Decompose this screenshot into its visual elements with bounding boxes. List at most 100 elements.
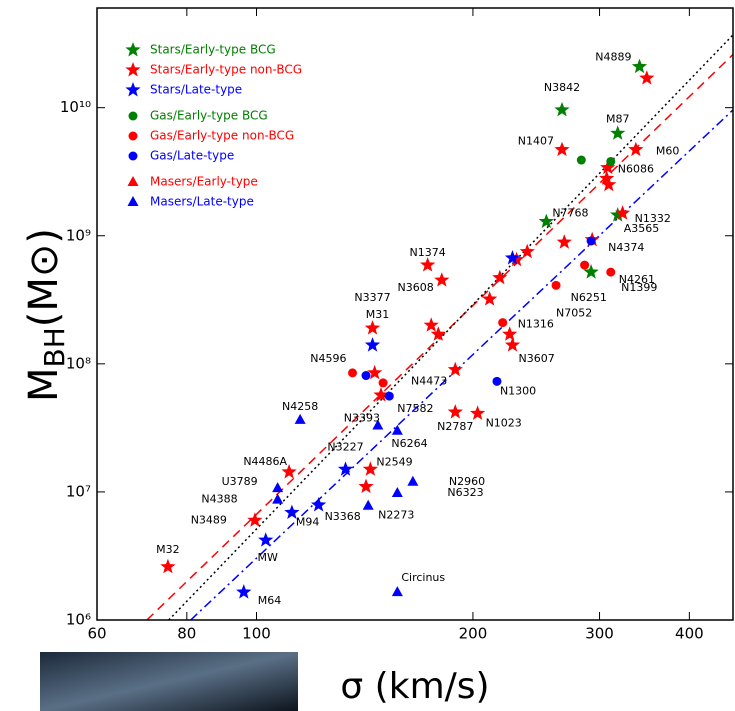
triangle-marker [391,487,403,498]
legend-item: Masers/Late-type [127,195,254,209]
circle-marker [606,156,616,166]
legend-label: Gas/Early-type BCG [150,109,268,123]
circle-marker [128,131,138,141]
x-tick-label: 60 [87,625,106,643]
star-marker [601,176,617,192]
triangle-marker [362,499,374,510]
point-label: N1023 [486,416,522,429]
y-label-rest: (M⊙) [21,228,67,327]
point-label: N3842 [544,81,580,94]
star-marker [258,532,274,547]
star-marker [482,291,498,306]
legend-item: Gas/Early-type non-BCG [128,129,294,143]
star-marker [509,251,525,267]
point-label: N1316 [518,317,554,330]
y-tick-label: 10⁷ [66,482,91,500]
star-marker [470,405,486,420]
legend-item: Gas/Early-type BCG [128,109,268,123]
point-label: N4889 [595,51,631,64]
star-marker [160,558,176,574]
circle-marker [576,155,586,165]
star-marker [583,264,599,279]
point-label: N4596 [310,352,346,365]
circle-marker [606,267,616,277]
point-label: N4258 [282,400,318,413]
triangle-marker [272,482,284,493]
star-marker [447,361,463,377]
star-marker [639,70,655,85]
star-marker [358,478,374,494]
star-marker [337,461,354,476]
star-marker [311,497,327,512]
star-marker [447,404,463,419]
legend-label: Gas/Early-type non-BCG [150,129,294,143]
y-tick-label: 10⁹ [66,226,91,244]
circle-marker [361,371,371,381]
point-label: N3368 [325,510,361,523]
star-marker [430,326,446,341]
point-label: N1407 [518,135,554,148]
point-label: N7052 [556,306,592,319]
circle-marker [492,376,502,386]
x-tick-label: 300 [585,625,614,643]
triangle-marker [407,475,419,486]
point-label: MW [258,551,278,564]
point-label: N2273 [378,509,414,522]
point-label: N6086 [618,163,654,176]
y-label-main: M [21,368,67,403]
legend-label: Stars/Late-type [150,83,242,97]
point-label: A3565 [624,222,660,235]
circle-marker [586,236,596,246]
star-marker [364,337,381,352]
photo-fragment [40,652,298,711]
circle-marker [128,151,138,161]
legend-label: Gas/Late-type [150,149,234,163]
star-marker [628,141,644,157]
x-tick-label: 400 [675,625,704,643]
point-label: M64 [258,594,282,607]
y-axis-label: MBH(M⊙) [21,228,71,402]
legend-label: Masers/Early-type [150,175,258,189]
star-marker [362,461,378,476]
star-marker [236,584,252,599]
legend-item: Stars/Late-type [125,82,242,97]
legend-item: Stars/Early-type non-BCG [125,62,302,77]
point-label: N3393 [344,412,380,425]
star-marker [556,234,572,249]
fit-line [168,34,733,620]
star-marker [610,207,626,222]
point-label: M31 [366,308,390,321]
point-label: N4486A [243,455,287,468]
point-label: U3789 [222,475,258,488]
circle-marker [378,378,388,388]
star-marker [492,269,508,285]
point-label: N6264 [391,437,427,450]
x-axis-label: σ (km/s) [340,666,489,707]
point-label: N4374 [608,241,644,254]
legend-label: Masers/Late-type [150,195,254,209]
legend-item: Gas/Late-type [128,149,234,163]
star-marker [538,213,554,229]
circle-marker [348,368,358,378]
star-marker [554,141,570,157]
triangle-marker [391,586,403,597]
star-marker [423,317,439,332]
x-tick-label: 80 [177,625,196,643]
star-marker [420,257,436,272]
star-marker [281,464,297,479]
star-marker [554,101,570,117]
point-label: N3377 [354,291,390,304]
star-marker [504,337,521,352]
point-label: N2549 [376,455,412,468]
plot-frame [96,7,734,621]
star-marker [631,58,648,74]
triangle-marker [372,419,384,430]
point-label: M94 [296,516,320,529]
point-label: N6251 [571,291,607,304]
star-marker [434,272,450,287]
triangle-marker [127,196,139,206]
y-tick-label: 10⁶ [66,611,91,629]
point-label: N6323 [447,486,483,499]
star-marker [125,62,141,77]
